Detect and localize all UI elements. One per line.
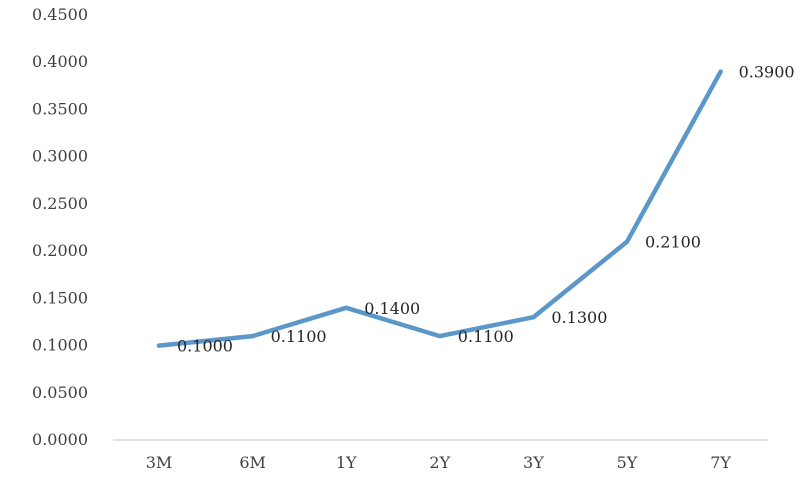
data-point — [531, 315, 536, 320]
x-tick-label: 5Y — [617, 453, 638, 472]
y-tick-label: 0.4000 — [32, 52, 88, 71]
data-labels: 0.1000 0.1100 0.1400 0.1100 0.1300 0.2100 0.39… — [177, 63, 795, 356]
y-tick-label: 0.0000 — [32, 430, 88, 449]
y-tick-label: 0.1500 — [32, 288, 88, 307]
series-group — [156, 69, 723, 348]
y-tick-label: 0.4500 — [32, 5, 88, 24]
data-label: 0.1100 — [271, 327, 327, 346]
series-line — [156, 69, 723, 348]
y-tick-label: 0.3000 — [32, 147, 88, 166]
y-tick-label: 0.3500 — [32, 99, 88, 118]
data-label: 0.1100 — [458, 327, 514, 346]
data-label: 0.1300 — [551, 308, 607, 327]
x-tick-label: 6M — [239, 453, 266, 472]
data-point — [718, 69, 723, 74]
x-tick-label: 2Y — [429, 453, 450, 472]
data-label: 0.1400 — [364, 299, 420, 318]
y-tick-label: 0.0500 — [32, 383, 88, 402]
x-tick-label: 7Y — [710, 453, 731, 472]
x-tick-label: 1Y — [336, 453, 357, 472]
data-point — [437, 333, 442, 339]
x-tick-label: 3M — [146, 453, 173, 472]
data-point — [250, 333, 255, 339]
x-axis: 3M 6M 1Y 2Y 3Y 5Y 7Y — [146, 453, 732, 472]
data-label: 0.1000 — [177, 337, 233, 356]
y-tick-label: 0.2000 — [32, 241, 88, 260]
data-point — [624, 239, 630, 244]
y-tick-label: 0.1000 — [32, 336, 88, 355]
data-point — [156, 343, 162, 348]
y-tick-label: 0.2500 — [32, 194, 88, 213]
data-point — [344, 305, 349, 310]
data-label: 0.2100 — [645, 233, 701, 252]
x-tick-label: 3Y — [523, 453, 544, 472]
y-axis: 0.0000 0.0500 0.1000 0.1500 0.2000 0.2500 0.30… — [32, 5, 88, 449]
data-label: 0.3900 — [739, 63, 795, 82]
